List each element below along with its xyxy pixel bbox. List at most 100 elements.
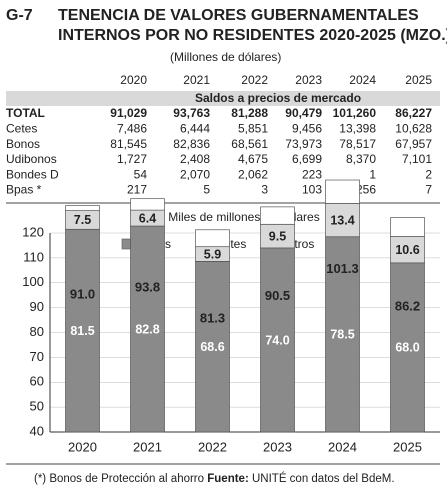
- row-label: Cetes: [6, 121, 37, 135]
- cell: 73,973: [285, 137, 322, 151]
- cell: 7,101: [402, 152, 432, 166]
- x-tick-label: 2023: [263, 439, 292, 454]
- y-tick-label: 120: [22, 224, 44, 239]
- y-tick-label: 50: [30, 399, 44, 414]
- value-label: 82.8: [135, 322, 159, 336]
- bar-segment: [195, 261, 230, 433]
- title: INTERNOS POR NO RESIDENTES 2020-2025 (MZ…: [58, 27, 447, 44]
- cell: 5: [203, 183, 210, 197]
- bar-segment: [65, 228, 100, 433]
- y-tick-label: 100: [22, 274, 44, 289]
- cell: 13,398: [339, 121, 376, 135]
- cell: 81,288: [231, 106, 268, 120]
- cell: 81,545: [110, 137, 147, 151]
- cell: 223: [302, 167, 322, 181]
- bar-segment: [195, 229, 230, 248]
- bar-segment: [260, 206, 295, 225]
- cell: 217: [127, 183, 147, 197]
- cell: 9,456: [292, 121, 322, 135]
- bar-segment: [325, 203, 360, 238]
- cell: 2,062: [238, 167, 268, 181]
- value-label: 68.0: [395, 341, 419, 355]
- cell: 91,029: [110, 106, 147, 120]
- cell: 256: [356, 183, 376, 197]
- cell: 4,675: [238, 152, 268, 166]
- column-header: 2025: [405, 73, 432, 87]
- y-tick-label: 70: [30, 349, 44, 364]
- y-tick-label: 40: [30, 423, 44, 438]
- cell: 7,486: [117, 121, 147, 135]
- x-tick-label: 2022: [198, 439, 227, 454]
- total-label: 90.5: [265, 288, 290, 303]
- title: TENENCIA DE VALORES GUBERNAMENTALES: [58, 7, 419, 24]
- value-label: 78.5: [330, 328, 354, 342]
- row-label: Bonos: [6, 137, 40, 151]
- cell: 103: [302, 183, 322, 197]
- value-label: 6.4: [139, 211, 156, 225]
- total-label: 86.2: [395, 299, 420, 314]
- x-tick-label: 2024: [328, 439, 357, 454]
- cell: 78,517: [339, 137, 376, 151]
- value-label: 68.6: [200, 340, 224, 354]
- cell: 6,444: [180, 121, 210, 135]
- column-header: 2021: [183, 73, 210, 87]
- cell: 6,699: [292, 152, 322, 166]
- total-label: 101.3: [326, 261, 359, 276]
- column-header: 2020: [120, 73, 147, 87]
- cell: 3: [261, 183, 268, 197]
- row-label: TOTAL: [6, 106, 45, 120]
- source: UNITÉ con datos del BdeM.: [252, 472, 395, 485]
- x-tick-label: 2021: [133, 439, 162, 454]
- cell: 93,763: [173, 106, 210, 120]
- section-band: [6, 91, 440, 106]
- bar-segment: [325, 236, 360, 433]
- section: Saldos a precios de mercado: [195, 91, 361, 105]
- cell: 2: [425, 167, 432, 181]
- row-label: Udibonos: [6, 152, 57, 166]
- total-label: 93.8: [135, 280, 160, 295]
- row-label: Bondes D: [6, 167, 59, 181]
- cell: 5,851: [238, 121, 268, 135]
- value-label: 10.6: [395, 243, 419, 257]
- column-header: 2024: [349, 73, 376, 87]
- x-tick-label: 2025: [393, 439, 422, 454]
- bar-segment: [390, 236, 425, 264]
- column-header: 2022: [241, 73, 268, 87]
- bar-segment: [65, 205, 100, 211]
- column-header: 2023: [295, 73, 322, 87]
- cell: 2,408: [180, 152, 210, 166]
- cell: 82,836: [173, 137, 210, 151]
- bar-segment: [260, 247, 295, 433]
- cell: 8,370: [346, 152, 376, 166]
- bar-segment: [130, 198, 165, 211]
- y-tick-label: 60: [30, 374, 44, 389]
- value-label: 7.5: [74, 213, 91, 227]
- row-label: Bpas *: [6, 183, 42, 197]
- footnote: (*) Bonos de Protección al ahorro Fuente…: [34, 472, 395, 485]
- cell: 54: [134, 167, 148, 181]
- cell: 10,628: [395, 121, 432, 135]
- value-label: 13.4: [330, 213, 354, 227]
- value-label: 81.5: [70, 324, 94, 338]
- chart-title: Miles de millones de dólares: [168, 210, 319, 224]
- cell: 1: [369, 167, 376, 181]
- code: G-7: [6, 7, 33, 24]
- x-tick-label: 2020: [68, 439, 97, 454]
- cell: 68,561: [231, 137, 268, 151]
- note: (*) Bonos de Protección al ahorro: [34, 473, 204, 485]
- cell: 7: [425, 183, 432, 197]
- value-label: 5.9: [204, 247, 221, 261]
- cell: 2,070: [180, 167, 210, 181]
- y-tick-label: 90: [30, 299, 44, 314]
- cell: 67,957: [395, 137, 432, 151]
- total-label: 81.3: [200, 311, 225, 326]
- cell: 101,260: [333, 106, 377, 120]
- y-tick-label: 110: [23, 249, 44, 264]
- cell: 86,227: [395, 106, 432, 120]
- bar-segment: [390, 217, 425, 237]
- value-label: 9.5: [269, 229, 286, 243]
- source-label: Fuente:: [207, 473, 249, 485]
- subtitle: (Millones de dólares): [170, 50, 281, 64]
- bar-segment: [325, 179, 360, 204]
